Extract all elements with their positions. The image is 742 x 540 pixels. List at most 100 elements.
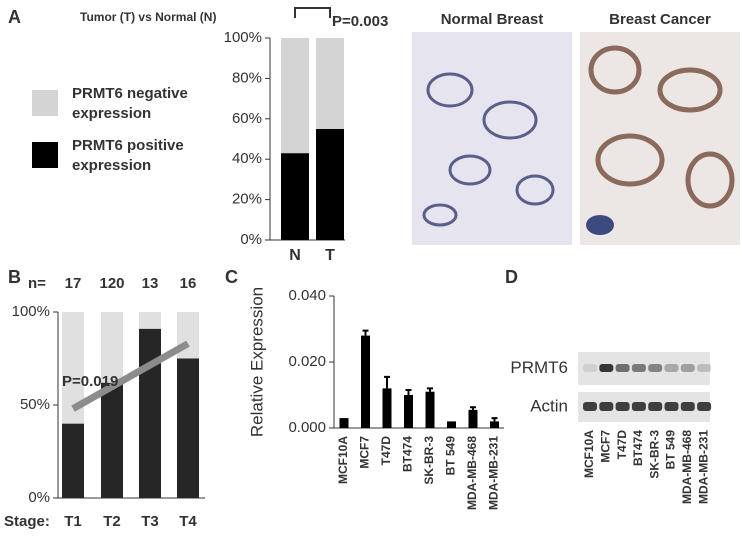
lane-label: T47D bbox=[615, 430, 629, 460]
blot-band bbox=[648, 402, 663, 411]
y-tick-label: 40% bbox=[232, 150, 262, 167]
legend-item: PRMT6 positive expression bbox=[72, 137, 184, 174]
blot-band bbox=[697, 402, 712, 411]
error-bar bbox=[362, 329, 369, 336]
bar-segment bbox=[281, 153, 309, 240]
bar bbox=[382, 388, 392, 428]
error-bar bbox=[470, 406, 476, 410]
n-value: 17 bbox=[65, 275, 82, 292]
legend-label: PRMT6 negative expression bbox=[72, 85, 188, 122]
n-value: 13 bbox=[142, 275, 159, 292]
y-tick-label: 0% bbox=[28, 489, 50, 506]
bar-segment bbox=[101, 382, 123, 498]
blot-band bbox=[615, 364, 630, 372]
y-tick-label: 60% bbox=[232, 110, 262, 127]
bar bbox=[404, 395, 413, 428]
annotation: P=0.019 bbox=[62, 373, 118, 390]
legend-label: PRMT6 positive expression bbox=[72, 137, 184, 174]
image-title: Breast Cancer bbox=[609, 11, 711, 28]
y-tick-label: 100% bbox=[224, 29, 262, 46]
bar-segment bbox=[281, 38, 309, 154]
blot-band bbox=[664, 364, 679, 372]
x-tick-label: MDA-MB-468 bbox=[465, 436, 479, 510]
x-tick-label: MCF10A bbox=[336, 436, 350, 484]
x-tick-label: T3 bbox=[141, 513, 159, 530]
bar-segment bbox=[139, 328, 161, 498]
x-tick-label: BT 549 bbox=[444, 436, 458, 476]
blot-band bbox=[615, 402, 630, 411]
n-value: 16 bbox=[180, 275, 197, 292]
bar-segment bbox=[316, 128, 344, 240]
blot-band bbox=[680, 402, 695, 411]
bar bbox=[425, 391, 435, 428]
y-tick-label: 0% bbox=[240, 231, 262, 248]
trend-line bbox=[71, 340, 190, 412]
panel-label: A bbox=[8, 7, 21, 27]
x-tick-label: N bbox=[289, 247, 301, 264]
y-tick-label: 50% bbox=[20, 396, 50, 413]
y-tick-label: 20% bbox=[232, 191, 262, 208]
significance-bracket bbox=[294, 7, 331, 18]
lane-label: BT474 bbox=[631, 430, 645, 466]
error-bar bbox=[384, 375, 390, 389]
legend-swatch bbox=[32, 90, 58, 116]
blot-band bbox=[664, 402, 679, 411]
lane-label: MDA-MB-468 bbox=[680, 430, 694, 504]
histology-image bbox=[580, 32, 740, 245]
y-tick-label: 0.020 bbox=[288, 353, 326, 370]
x-tick-label: T4 bbox=[179, 513, 197, 530]
y-tick-label: 0.000 bbox=[288, 419, 326, 436]
bar bbox=[361, 335, 370, 428]
blot-band bbox=[583, 364, 597, 372]
lane-label: MDA-MB-231 bbox=[696, 430, 710, 504]
panel-label: B bbox=[8, 267, 21, 287]
legend-item: PRMT6 negative expression bbox=[72, 85, 188, 122]
error-bar bbox=[427, 387, 433, 392]
blot-band bbox=[631, 402, 646, 411]
blot-band bbox=[583, 402, 597, 411]
chart-title: Tumor (T) vs Normal (N) bbox=[80, 10, 216, 24]
x-tick-label: T47D bbox=[379, 436, 393, 466]
error-bar bbox=[405, 389, 412, 395]
bar bbox=[490, 421, 499, 428]
panel-label: D bbox=[505, 267, 518, 287]
x-tick-label: T1 bbox=[64, 513, 82, 530]
blot-band bbox=[599, 402, 614, 411]
x-tick-label: SK-BR-3 bbox=[422, 436, 436, 485]
error-bar bbox=[491, 417, 498, 422]
n-label: n= bbox=[28, 275, 46, 292]
bar bbox=[468, 409, 478, 428]
bar-segment bbox=[177, 358, 199, 498]
blot-band bbox=[680, 364, 695, 372]
x-tick-label: T bbox=[325, 247, 335, 264]
annotation: P=0.003 bbox=[332, 13, 388, 30]
panel-label: C bbox=[225, 267, 238, 287]
legend-swatch bbox=[32, 142, 58, 168]
x-tick-label: MCF7 bbox=[358, 436, 372, 469]
blot-row-label: Actin bbox=[530, 396, 568, 415]
blot-band bbox=[697, 364, 712, 372]
y-axis-label: Relative Expression bbox=[247, 287, 266, 437]
lane-label: SK-BR-3 bbox=[647, 430, 661, 479]
bar-segment bbox=[62, 312, 84, 424]
y-tick-label: 80% bbox=[232, 69, 262, 86]
lane-label: MCF7 bbox=[598, 430, 612, 463]
blot-band bbox=[599, 364, 614, 372]
x-tick-label: T2 bbox=[103, 513, 121, 530]
blot-band bbox=[631, 364, 646, 372]
y-tick-label: 0.040 bbox=[288, 287, 326, 304]
histology-image bbox=[412, 32, 572, 245]
blot-band bbox=[648, 364, 663, 372]
lane-label: BT 549 bbox=[664, 430, 678, 470]
n-value: 120 bbox=[99, 275, 124, 292]
lane-label: MCF10A bbox=[582, 430, 596, 478]
bar-segment bbox=[62, 423, 84, 498]
bar-segment bbox=[139, 312, 161, 329]
bar-segment bbox=[316, 38, 344, 129]
bar bbox=[447, 421, 456, 428]
image-title: Normal Breast bbox=[441, 11, 544, 28]
bar-segment bbox=[101, 312, 123, 383]
x-tick-label: BT474 bbox=[401, 436, 415, 472]
blot-row-label: PRMT6 bbox=[510, 358, 568, 377]
